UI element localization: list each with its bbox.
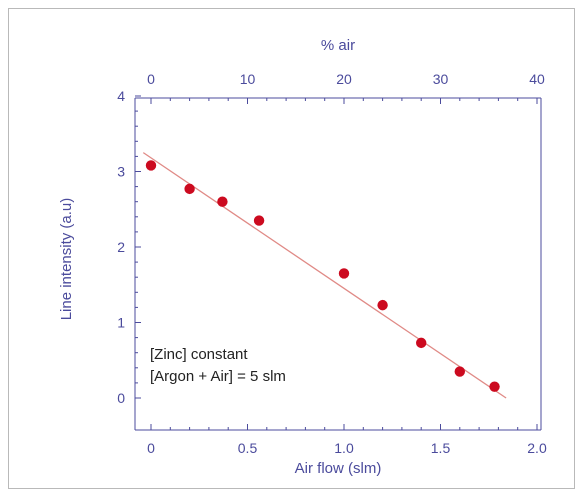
y-tick-label: 2 bbox=[117, 239, 125, 255]
data-point bbox=[338, 268, 350, 279]
ticks-group bbox=[135, 95, 538, 430]
data-point bbox=[377, 299, 388, 311]
x-axis-title: Air flow (slm) bbox=[295, 460, 382, 477]
chart-frame: 0 0.5 1.0 1.5 2.0 0 10 20 30 40 0 1 2 3 4 Air flow (sl… bbox=[8, 8, 575, 489]
top-axis-title: % air bbox=[321, 37, 355, 54]
y-axis-title: Line intensity (a.u) bbox=[58, 198, 75, 321]
top-tick-label: 30 bbox=[433, 71, 449, 87]
x-tick-label: 1.0 bbox=[334, 440, 354, 456]
x-tick-label: 2.0 bbox=[527, 440, 547, 456]
data-point bbox=[454, 366, 465, 377]
top-tick-label: 0 bbox=[147, 71, 155, 87]
data-point bbox=[489, 381, 500, 392]
fit-line bbox=[142, 152, 507, 399]
scatter-chart: 0 0.5 1.0 1.5 2.0 0 10 20 30 40 0 1 2 3 4 Air flow (sl… bbox=[58, 37, 547, 477]
data-point bbox=[217, 196, 228, 207]
data-point bbox=[416, 337, 427, 349]
data-point bbox=[184, 183, 195, 195]
data-points-group bbox=[145, 160, 500, 392]
tick-labels-group: 0 0.5 1.0 1.5 2.0 0 10 20 30 40 0 1 2 3 4 bbox=[117, 71, 547, 456]
annotation-argon-air: [Argon + Air] = 5 slm bbox=[150, 368, 286, 385]
y-tick-label: 0 bbox=[117, 390, 125, 406]
top-tick-label: 20 bbox=[336, 71, 352, 87]
x-tick-label: 0.5 bbox=[238, 440, 258, 456]
y-tick-label: 4 bbox=[117, 88, 125, 104]
annotation-zinc: [Zinc] constant bbox=[150, 346, 248, 363]
data-point bbox=[253, 215, 265, 226]
y-tick-label: 1 bbox=[117, 315, 125, 331]
y-tick-label: 3 bbox=[117, 164, 125, 180]
top-tick-label: 40 bbox=[529, 71, 545, 87]
x-tick-label: 1.5 bbox=[431, 440, 451, 456]
top-tick-label: 10 bbox=[240, 71, 256, 87]
x-tick-label: 0 bbox=[147, 440, 155, 456]
data-point bbox=[145, 160, 157, 171]
